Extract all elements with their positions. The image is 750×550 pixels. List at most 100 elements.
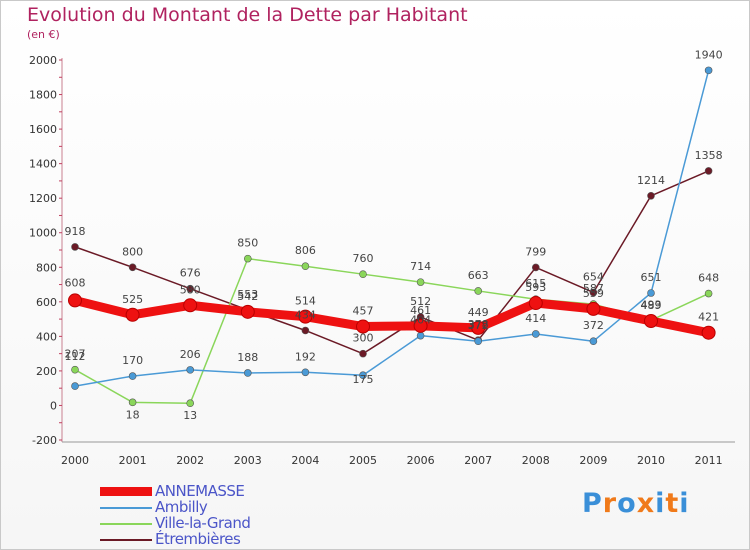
x-tick-label: 2008: [522, 454, 550, 467]
data-point: [647, 191, 655, 200]
data-label: 300: [353, 332, 374, 345]
logo-letter: i: [679, 488, 690, 519]
data-label: 651: [641, 271, 662, 284]
series-line-2: [74, 257, 710, 404]
data-label: 799: [525, 245, 546, 258]
data-label: 18: [126, 408, 140, 421]
y-tick-label: 800: [36, 261, 57, 274]
legend-swatch-ambilly: [100, 507, 152, 509]
data-label: 188: [237, 351, 258, 364]
data-point: [244, 254, 252, 263]
data-point: [471, 320, 486, 335]
data-label: 580: [180, 283, 201, 296]
data-point: [589, 337, 598, 346]
x-tick-label: 2003: [234, 454, 262, 467]
x-tick-label: 2011: [695, 454, 723, 467]
data-label: 449: [468, 306, 489, 319]
data-point: [128, 398, 137, 407]
data-point: [301, 326, 310, 335]
data-label: 850: [237, 237, 258, 250]
data-label: 714: [410, 260, 431, 273]
data-label: 918: [65, 225, 86, 238]
data-point: [531, 263, 540, 272]
data-point: [128, 372, 137, 380]
data-point: [186, 366, 194, 374]
data-point: [125, 307, 140, 322]
x-tick-label: 2010: [637, 454, 665, 467]
data-point: [704, 167, 713, 175]
data-point: [244, 369, 252, 377]
data-point: [128, 263, 137, 272]
data-point: [416, 278, 425, 286]
data-label: 800: [122, 245, 143, 258]
data-label: 525: [122, 293, 143, 306]
data-label: 170: [122, 354, 143, 367]
chart-subtitle: (en €): [27, 28, 60, 41]
data-point: [301, 262, 310, 271]
data-label: 1940: [695, 48, 723, 61]
data-label: 13: [183, 409, 197, 422]
y-tick-label: 1400: [29, 158, 57, 171]
series-line-3: [74, 170, 710, 355]
data-label: 404: [410, 314, 431, 327]
data-label: 175: [353, 373, 374, 386]
data-label: 676: [180, 267, 201, 280]
data-point: [240, 304, 255, 319]
data-label: 615: [525, 277, 546, 290]
data-label: 207: [65, 348, 86, 361]
data-label: 760: [353, 252, 374, 265]
logo-letter: i: [655, 488, 666, 519]
data-point: [531, 330, 540, 338]
data-point: [416, 331, 425, 340]
data-label: 489: [641, 299, 662, 312]
data-point: [701, 325, 716, 340]
logo-letter: P: [582, 488, 603, 519]
data-point: [647, 289, 655, 297]
data-point: [704, 289, 713, 298]
data-point: [474, 287, 483, 295]
x-tick-label: 2000: [61, 454, 89, 467]
data-label: 514: [295, 295, 316, 308]
y-tick-label: 2000: [29, 54, 57, 67]
y-tick-label: 1800: [29, 89, 57, 102]
data-label: 206: [180, 348, 201, 361]
x-tick-label: 2001: [119, 454, 147, 467]
data-point: [298, 309, 313, 324]
x-tick-label: 2009: [579, 454, 607, 467]
data-label: 608: [65, 276, 86, 289]
y-tick-label: 1600: [29, 123, 57, 136]
data-point: [71, 382, 79, 390]
x-tick-label: 2002: [176, 454, 204, 467]
y-tick-label: -200: [32, 434, 57, 447]
data-point: [71, 365, 79, 374]
data-point: [183, 298, 198, 313]
data-label: 372: [468, 319, 489, 332]
data-label: 648: [698, 272, 719, 285]
data-point: [356, 319, 370, 334]
data-label: 553: [237, 288, 258, 301]
data-label: 378: [468, 318, 489, 331]
legend-label-ambilly: Ambilly: [155, 498, 208, 516]
data-label: 414: [525, 312, 546, 325]
data-label: 654: [583, 270, 604, 283]
data-label: 112: [65, 350, 86, 363]
data-point: [186, 399, 194, 408]
data-label: 806: [295, 244, 316, 257]
data-label: 421: [698, 311, 719, 324]
legend-label-ville-la-grand: Ville-la-Grand: [155, 514, 251, 532]
data-label: 542: [237, 290, 258, 303]
data-label: 457: [353, 305, 374, 318]
data-label: 372: [583, 319, 604, 332]
y-tick-label: 200: [36, 365, 57, 378]
proxiti-logo: Proxiti: [582, 488, 690, 519]
data-label: 1214: [637, 174, 665, 187]
y-tick-label: 400: [36, 330, 57, 343]
data-label: 192: [295, 350, 316, 363]
series-line-1: [74, 69, 710, 387]
data-point: [359, 270, 367, 278]
data-label: 512: [410, 295, 431, 308]
data-label: 1358: [695, 149, 723, 162]
data-point: [589, 288, 598, 297]
